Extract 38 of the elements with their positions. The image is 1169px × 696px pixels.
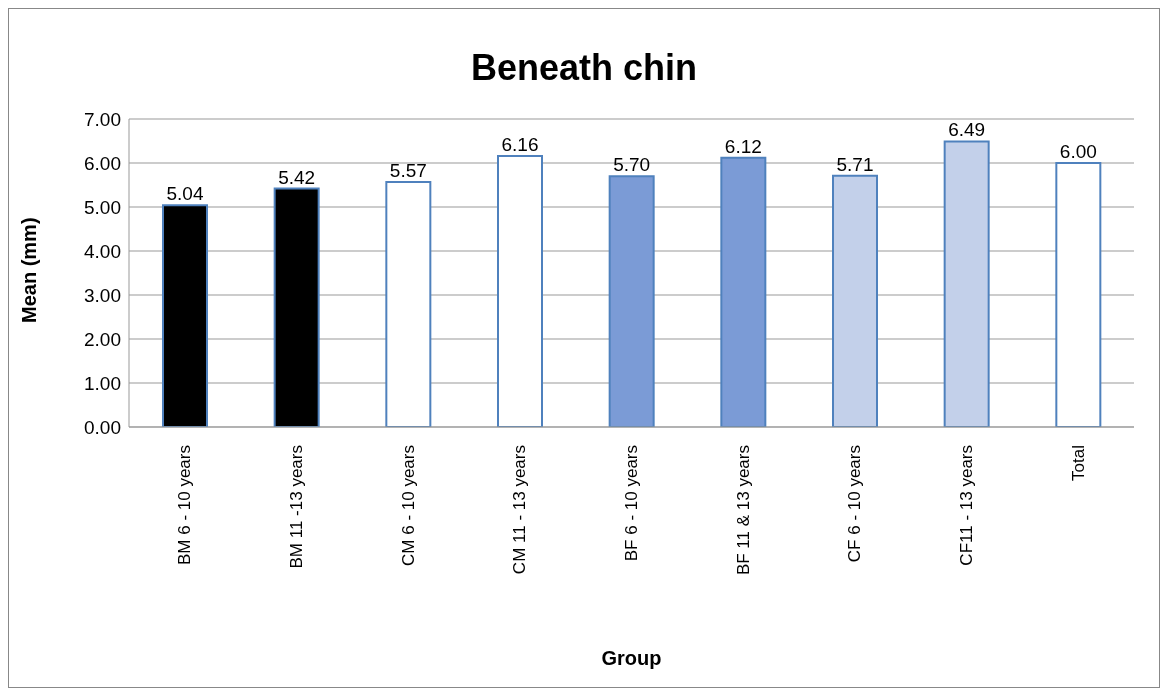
x-tick-label: CM 11 - 13 years [510,445,530,575]
x-axis-title: Group [601,647,662,669]
y-tick-label: 0.00 [84,416,121,438]
data-label: 5.57 [389,159,427,181]
data-label: 6.16 [501,133,539,155]
bar [385,180,432,427]
y-tick-label: 3.00 [84,284,121,306]
x-tick-label: BM 11 -13 years [287,445,306,569]
x-tick-label: BF 6 - 10 years [622,445,641,562]
x-tick-label: CM 6 - 10 years [398,445,418,566]
data-label: 6.00 [1059,141,1097,162]
bar [832,174,878,427]
y-tick-label: 7.00 [84,108,121,130]
data-label: 6.12 [724,135,762,157]
bar [497,154,543,427]
x-tick-label: BM 6 - 10 years [175,445,195,565]
bar [1055,162,1102,427]
y-tick-label: 4.00 [84,240,121,262]
x-tick-label: Total [1068,445,1088,481]
chart-title: Beneath chin [469,47,698,89]
y-tick-label: 6.00 [84,152,121,174]
data-label: 5.04 [166,183,204,205]
x-tick-label: CF 6 - 10 years [845,445,865,563]
y-tick-label: 5.00 [84,196,121,218]
bar [273,187,320,427]
data-label: 5.70 [613,154,651,176]
bar [608,175,655,427]
y-tick-label: 2.00 [84,328,121,350]
y-axis-title: Mean (mm) [18,217,41,323]
data-label: 6.49 [948,119,986,141]
bar [720,156,767,427]
data-label: 5.71 [836,153,874,175]
x-tick-label: BF 11 & 13 years [733,445,753,576]
bar [162,204,208,427]
data-label: 5.42 [278,166,316,188]
bar [943,140,990,427]
y-tick-label: 1.00 [84,372,121,394]
x-tick-label: CF11 - 13 years [957,445,976,566]
